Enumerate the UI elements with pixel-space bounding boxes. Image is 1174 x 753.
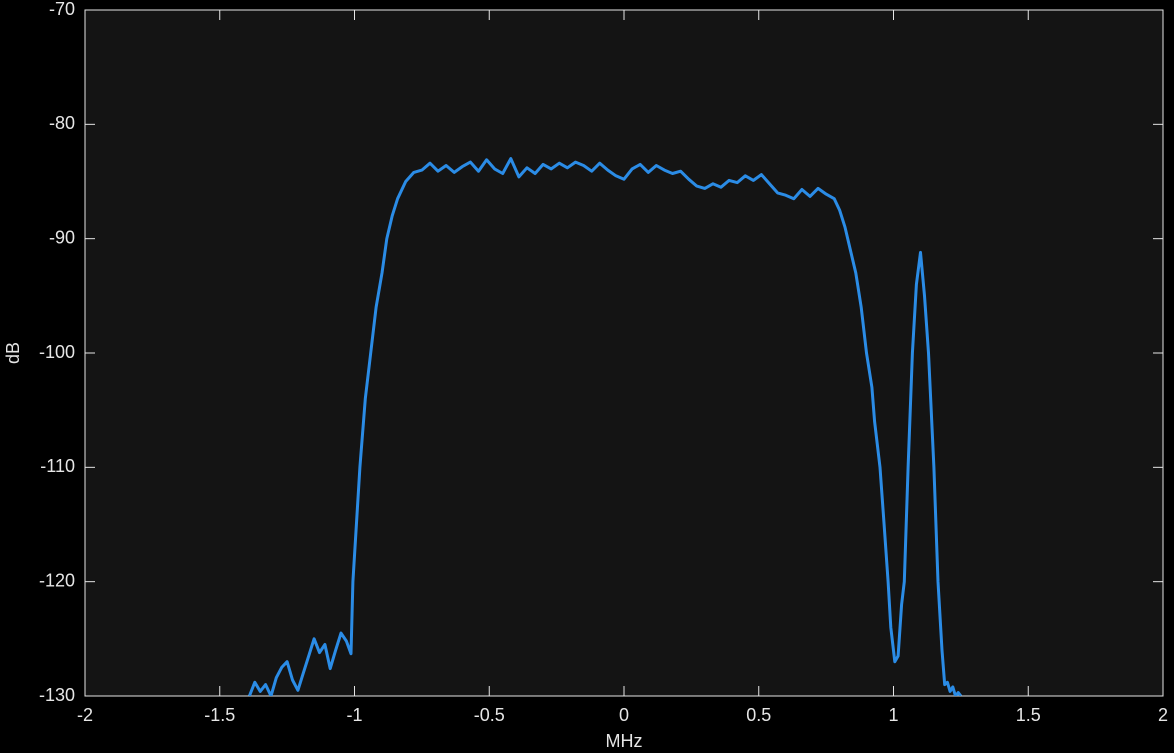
x-axis-label: MHz (606, 731, 643, 751)
x-tick-label: -1 (346, 705, 362, 725)
x-tick-label: -1.5 (204, 705, 235, 725)
y-tick-label: -120 (39, 570, 75, 590)
y-tick-label: -80 (49, 113, 75, 133)
x-tick-label: -0.5 (474, 705, 505, 725)
y-tick-label: -90 (49, 227, 75, 247)
y-tick-label: -70 (49, 0, 75, 19)
x-tick-label: 1 (888, 705, 898, 725)
x-tick-label: 0.5 (746, 705, 771, 725)
plot-area (84, 9, 1164, 697)
x-tick-label: 1.5 (1016, 705, 1041, 725)
x-tick-label: -2 (77, 705, 93, 725)
x-tick-label: 0 (619, 705, 629, 725)
y-tick-label: -100 (39, 342, 75, 362)
line-series (248, 157, 963, 696)
y-tick-label: -110 (40, 456, 75, 476)
x-tick-label: 2 (1158, 705, 1168, 725)
y-axis-label: dB (3, 342, 23, 364)
y-tick-label: -130 (39, 685, 75, 705)
